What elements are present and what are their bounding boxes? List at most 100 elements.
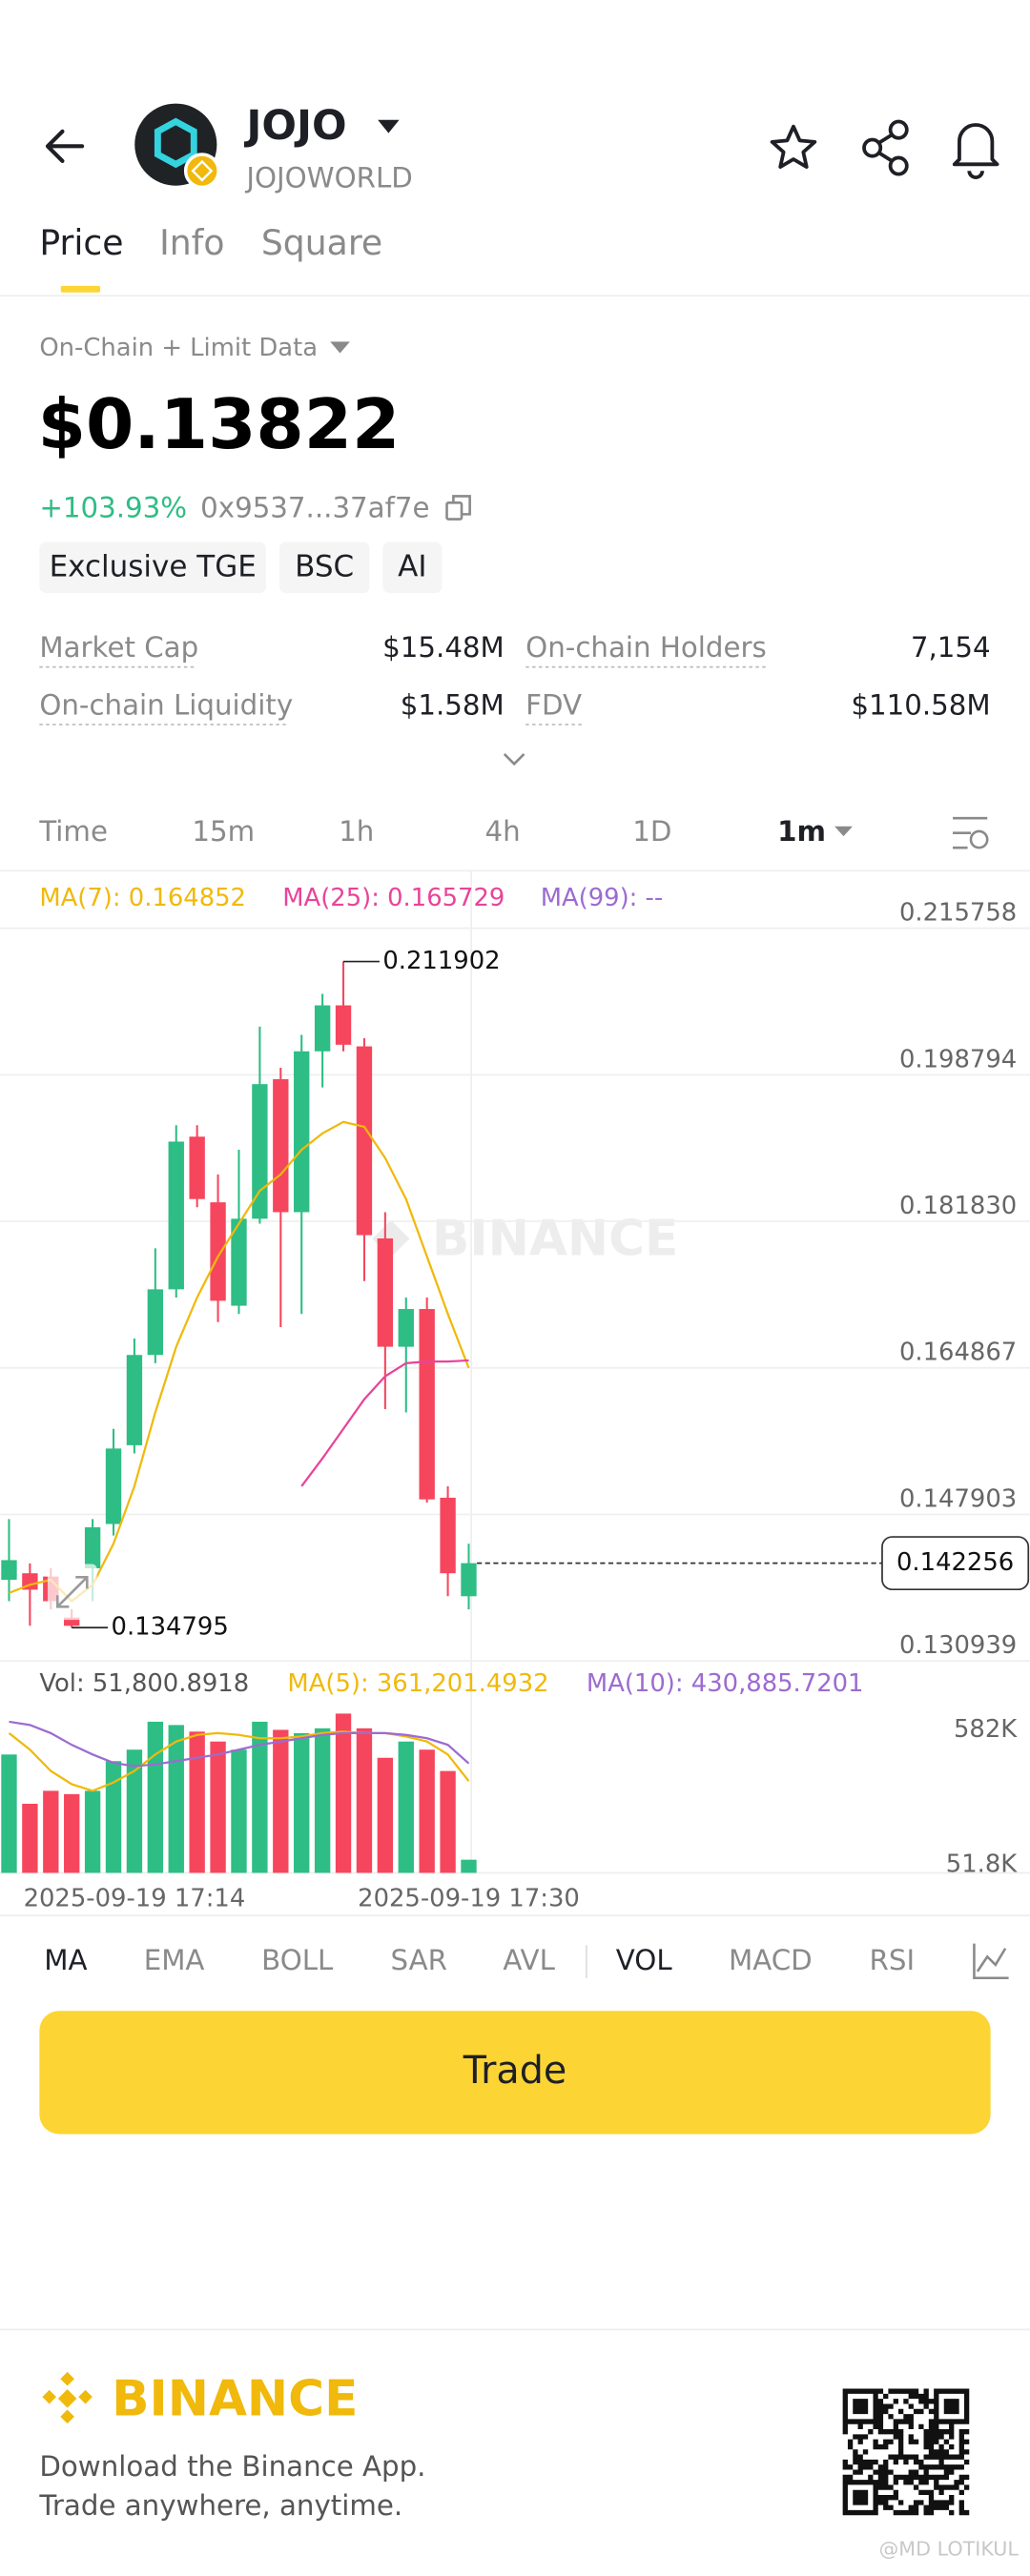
- volume-bar: [377, 1757, 394, 1873]
- notification-icon[interactable]: [952, 123, 999, 179]
- indicator-active[interactable]: VOL: [616, 1944, 673, 1976]
- tab[interactable]: Square: [261, 222, 382, 263]
- candle-body: [210, 1202, 226, 1301]
- volume-ma-line: [9, 1720, 470, 1768]
- indicator-active[interactable]: MA: [44, 1944, 87, 1976]
- candle-body: [189, 1136, 205, 1199]
- expand-chevron[interactable]: [503, 753, 525, 767]
- watermark: @MD LOTIKUL: [879, 2537, 1020, 2560]
- candle-body: [64, 1617, 80, 1626]
- tag-label: AI: [398, 550, 426, 584]
- volume-bar: [126, 1749, 143, 1873]
- indicator[interactable]: SAR: [390, 1944, 446, 1976]
- price-change: +103.93%: [39, 492, 187, 524]
- candle-body: [168, 1141, 184, 1290]
- time-tab-active[interactable]: 1m: [777, 815, 826, 848]
- favorite-icon[interactable]: [770, 124, 817, 169]
- indicator-settings[interactable]: [973, 1943, 1009, 1980]
- price: $0.13822: [38, 385, 401, 465]
- interval-dropdown[interactable]: [834, 826, 853, 837]
- tab-active[interactable]: Price: [39, 222, 123, 263]
- candle-body: [356, 1046, 373, 1236]
- stat-label: On-chain Holders: [525, 631, 767, 664]
- stat-value: $110.58M: [851, 688, 990, 721]
- tag-label: BSC: [295, 550, 354, 584]
- candle-body: [126, 1355, 143, 1445]
- volume-bar: [64, 1793, 80, 1873]
- volume-bar: [356, 1728, 373, 1873]
- volume-bar: [231, 1749, 247, 1873]
- tag: [39, 542, 267, 594]
- token-dropdown[interactable]: [378, 119, 400, 133]
- indicator[interactable]: AVL: [503, 1944, 555, 1976]
- token-logo: [134, 103, 220, 190]
- data-source[interactable]: On-Chain + Limit Data: [39, 334, 318, 362]
- volume-bar: [398, 1741, 414, 1873]
- legend-entry: MA(99): --: [541, 884, 664, 912]
- x-tick-label: 2025-09-19 17:30: [358, 1885, 580, 1913]
- volume-bar: [335, 1713, 352, 1873]
- volume-bar: [461, 1859, 477, 1873]
- time-tab[interactable]: 1D: [632, 815, 671, 848]
- y-tick-label: 0.198794: [899, 1045, 1017, 1073]
- stat-label: FDV: [525, 688, 582, 721]
- time-tab[interactable]: 1h: [339, 815, 374, 848]
- legend-entry: MA(7): 0.164852: [39, 884, 246, 912]
- fullscreen-button[interactable]: [47, 1564, 97, 1621]
- stat-value: $1.58M: [401, 688, 505, 721]
- candle-body: [294, 1051, 310, 1213]
- contract-address: 0x9537...37af7e: [200, 492, 429, 524]
- candlestick-chart: 0.215758 0.198794 0.181830 0.164867 0.147903…: [0, 870, 1030, 1913]
- candle-body: [231, 1218, 247, 1306]
- indicator[interactable]: RSI: [870, 1944, 916, 1976]
- candle-body: [398, 1309, 414, 1347]
- y-tick-label: 0.181830: [899, 1192, 1017, 1220]
- copy-icon[interactable]: [445, 495, 471, 521]
- candle-body: [335, 1005, 352, 1045]
- chart-settings-icon[interactable]: [953, 816, 989, 849]
- back-button[interactable]: [45, 129, 85, 163]
- volume-bar: [294, 1732, 310, 1873]
- trade-label: Trade: [463, 2049, 566, 2093]
- data-source-dropdown[interactable]: [330, 341, 350, 354]
- candle-body: [314, 1005, 331, 1052]
- candle-body: [252, 1084, 268, 1219]
- stat-label: On-chain Liquidity: [39, 688, 293, 721]
- token-name: JOJOWORLD: [244, 161, 412, 194]
- time-tab[interactable]: 4h: [484, 815, 520, 848]
- share-icon[interactable]: [862, 119, 909, 176]
- legend-entry: MA(5): 361,201.4932: [287, 1669, 548, 1698]
- time-tab[interactable]: 15m: [192, 815, 255, 848]
- legend-entry: MA(25): 0.165729: [282, 884, 505, 912]
- tag: [382, 542, 443, 594]
- token-symbol: JOJO: [243, 102, 346, 150]
- volume-bar: [22, 1803, 38, 1873]
- y-tick-label: 0.130939: [899, 1631, 1017, 1660]
- indicator[interactable]: MACD: [729, 1944, 813, 1976]
- candle-body: [440, 1498, 456, 1574]
- candle-body: [461, 1563, 477, 1597]
- candle-body: [273, 1079, 289, 1213]
- x-tick-label: 2025-09-19 17:14: [24, 1885, 246, 1913]
- volume-bar: [147, 1721, 164, 1873]
- candle-body: [84, 1527, 101, 1569]
- footer-text: Trade anywhere, anytime.: [38, 2489, 402, 2522]
- brand-name: BINANCE: [112, 2370, 358, 2427]
- qr-code: [842, 2388, 970, 2516]
- indicator[interactable]: BOLL: [261, 1944, 334, 1976]
- current-price-box: [881, 1536, 1030, 1591]
- ma-line: [300, 1359, 469, 1487]
- tab[interactable]: Info: [159, 222, 224, 263]
- time-tab[interactable]: Time: [38, 815, 108, 848]
- volume-bar: [43, 1790, 59, 1873]
- candle-body: [1, 1560, 17, 1581]
- candle-body: [105, 1448, 122, 1524]
- trade-button[interactable]: [39, 2011, 991, 2135]
- low-label: 0.134795: [112, 1613, 229, 1642]
- high-label: 0.211902: [382, 947, 500, 975]
- volume-bar: [440, 1770, 456, 1873]
- y-tick-label: 0.164867: [899, 1339, 1017, 1367]
- indicator[interactable]: EMA: [144, 1944, 205, 1976]
- volume-bar: [168, 1725, 184, 1873]
